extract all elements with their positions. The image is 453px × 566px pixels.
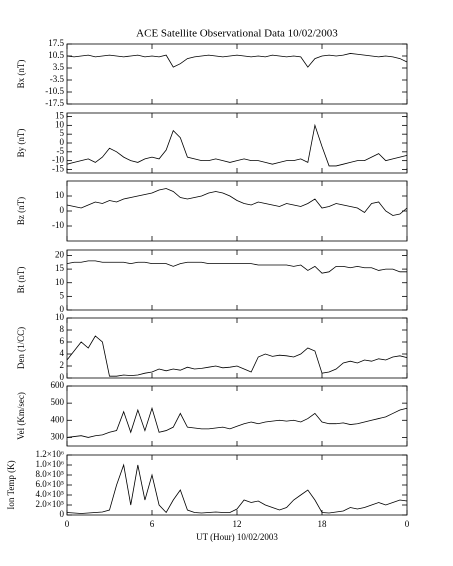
y-tick-label: -10 bbox=[52, 220, 64, 230]
y-tick-label: 500 bbox=[51, 397, 65, 407]
x-tick-label: 6 bbox=[150, 519, 155, 529]
chart-title: ACE Satellite Observational Data 10/02/2… bbox=[136, 28, 338, 40]
y-tick-label: 10 bbox=[55, 277, 65, 287]
y-tick-label: 0 bbox=[60, 205, 65, 215]
x-tick-label: 18 bbox=[318, 519, 328, 529]
x-tick-label: 0 bbox=[65, 519, 70, 529]
y-tick-label: 17.5 bbox=[48, 38, 64, 48]
y-tick-label: 400 bbox=[51, 414, 65, 424]
y-tick-label: 6.0×10⁵ bbox=[36, 479, 64, 489]
y-tick-label: 10 bbox=[55, 312, 65, 322]
y-tick-label: 20 bbox=[55, 250, 65, 260]
data-line bbox=[66, 188, 408, 216]
y-tick-label: 0 bbox=[60, 137, 65, 147]
y-tick-label: 3.5 bbox=[53, 62, 65, 72]
y-tick-label: 0 bbox=[60, 509, 65, 519]
y-tick-label: 10 bbox=[55, 190, 65, 200]
y-tick-label: 4 bbox=[60, 348, 65, 358]
y-axis-label: Bz (nT) bbox=[16, 197, 26, 225]
y-tick-label: 2.0×10⁵ bbox=[36, 499, 64, 509]
y-tick-label: -10.5 bbox=[45, 86, 64, 96]
y-tick-label: 2 bbox=[60, 360, 65, 370]
panel-frame bbox=[66, 317, 408, 379]
y-axis-label: Bx (nT) bbox=[16, 60, 26, 89]
data-line bbox=[66, 260, 407, 274]
y-tick-label: -5 bbox=[57, 146, 65, 156]
y-axis-label: Den (1/CC) bbox=[16, 327, 26, 369]
panel-frame bbox=[66, 454, 408, 516]
y-tick-label: 10.5 bbox=[48, 50, 64, 60]
y-tick-label: 8 bbox=[60, 324, 65, 334]
x-tick-label: 12 bbox=[233, 519, 242, 529]
data-line bbox=[66, 335, 408, 377]
y-axis-label: Bt (nT) bbox=[16, 267, 26, 294]
x-axis-label: UT (Hour) 10/02/2003 bbox=[196, 532, 278, 542]
y-tick-label: -15 bbox=[52, 164, 64, 174]
y-tick-label: 5 bbox=[60, 290, 65, 300]
panel-frame bbox=[66, 249, 408, 311]
y-tick-label: 1.0×10⁶ bbox=[36, 459, 64, 469]
y-tick-label: -10 bbox=[52, 155, 64, 165]
y-tick-label: 15 bbox=[55, 263, 65, 273]
y-tick-label: 5 bbox=[60, 128, 65, 138]
y-tick-label: 6 bbox=[60, 336, 65, 346]
data-line bbox=[66, 123, 408, 167]
y-tick-label: 0 bbox=[60, 304, 65, 314]
y-tick-label: 0 bbox=[60, 372, 65, 382]
panel-frame bbox=[66, 385, 408, 447]
y-tick-label: 15 bbox=[55, 111, 65, 121]
data-line bbox=[66, 463, 408, 514]
y-tick-label: 8.0×10⁵ bbox=[36, 469, 64, 479]
y-tick-label: -17.5 bbox=[45, 98, 64, 108]
y-tick-label: 4.0×10⁵ bbox=[36, 489, 64, 499]
y-axis-label: By (nT) bbox=[16, 129, 26, 158]
y-axis-label: Vel (Km/sec) bbox=[16, 392, 26, 440]
panel-frame bbox=[66, 43, 408, 105]
x-tick-label: 0 bbox=[405, 519, 410, 529]
panel-frame bbox=[66, 180, 408, 242]
data-line bbox=[66, 406, 408, 438]
panel-frame bbox=[66, 112, 408, 174]
y-tick-label: 10 bbox=[55, 119, 65, 129]
y-tick-label: 1.2×10⁶ bbox=[36, 449, 64, 459]
y-tick-label: 600 bbox=[51, 380, 65, 390]
data-line bbox=[66, 53, 408, 68]
y-tick-label: -3.5 bbox=[50, 74, 65, 84]
y-axis-label: Ion Temp (K) bbox=[6, 460, 16, 509]
y-tick-label: 300 bbox=[51, 431, 65, 441]
